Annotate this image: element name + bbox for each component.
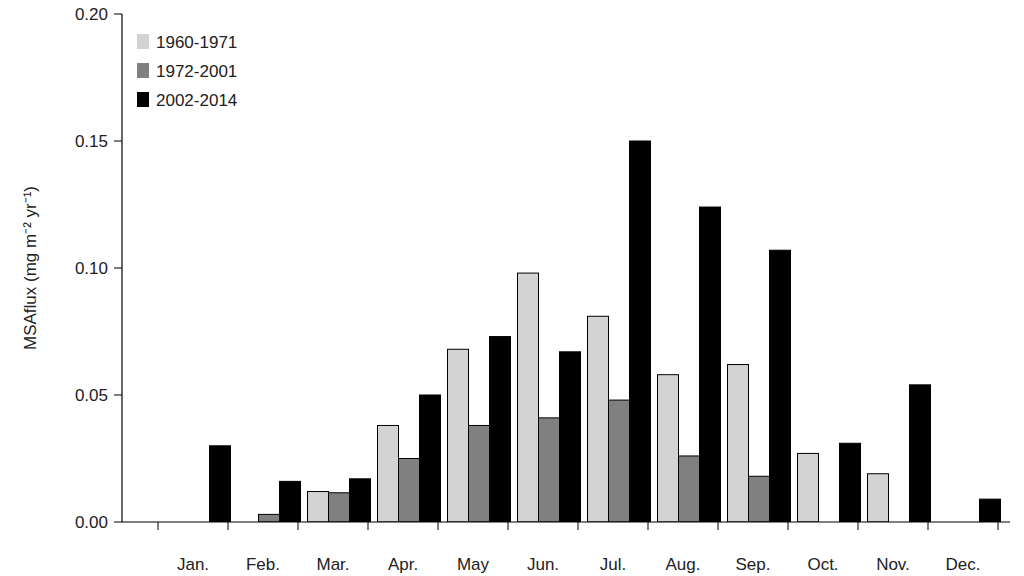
legend-label: 1972-2001 xyxy=(156,62,237,81)
x-tick-label: Jul. xyxy=(600,555,626,574)
legend-label: 1960-1971 xyxy=(156,33,237,52)
bar xyxy=(329,493,350,522)
legend-swatch xyxy=(137,34,149,49)
x-tick xyxy=(158,522,159,530)
bar xyxy=(679,456,700,522)
bar xyxy=(210,446,231,522)
y-tick xyxy=(114,522,122,523)
legend-swatch xyxy=(137,92,149,107)
bar xyxy=(350,479,371,522)
x-tick xyxy=(578,522,579,530)
x-tick-label: Nov. xyxy=(876,555,910,574)
bar xyxy=(868,474,889,522)
bar xyxy=(798,453,819,522)
x-tick-label: Dec. xyxy=(946,555,981,574)
y-tick xyxy=(114,268,122,269)
bar xyxy=(518,273,539,522)
y-tick-label: 0.15 xyxy=(75,132,108,151)
bar xyxy=(749,476,770,522)
y-tick xyxy=(114,141,122,142)
y-axis-label: MSAflux (mg m⁻² yr⁻¹) xyxy=(21,186,40,350)
y-tick xyxy=(114,14,122,15)
bars xyxy=(210,141,1001,522)
y-tick xyxy=(114,395,122,396)
legend: 1960-1971 1972-2001 2002-2014 xyxy=(137,33,237,110)
bar xyxy=(980,499,1001,522)
bar xyxy=(399,459,420,523)
bar xyxy=(609,400,630,522)
bar xyxy=(259,514,280,522)
bar xyxy=(420,395,441,522)
bar xyxy=(840,443,861,522)
bar xyxy=(770,250,791,522)
y-tick-label: 0.20 xyxy=(75,5,108,24)
x-tick-label: Feb. xyxy=(246,555,280,574)
x-tick xyxy=(648,522,649,530)
x-tick-label: Oct. xyxy=(807,555,838,574)
legend-swatch xyxy=(137,63,149,78)
bar xyxy=(700,207,721,522)
bar xyxy=(448,349,469,522)
x-tick xyxy=(438,522,439,530)
bar xyxy=(378,425,399,522)
x-tick-label: Jan. xyxy=(177,555,209,574)
x-tick xyxy=(508,522,509,530)
x-tick xyxy=(228,522,229,530)
bar xyxy=(490,337,511,522)
bar xyxy=(588,316,609,522)
legend-label: 2002-2014 xyxy=(156,91,237,110)
y-tick-label: 0.10 xyxy=(75,259,108,278)
x-tick-label: Aug. xyxy=(666,555,701,574)
bar xyxy=(658,375,679,522)
x-tick-label: Sep. xyxy=(736,555,771,574)
bar xyxy=(728,365,749,522)
bar xyxy=(280,481,301,522)
x-tick xyxy=(998,522,999,530)
bar xyxy=(308,492,329,522)
bar xyxy=(539,418,560,522)
x-tick xyxy=(858,522,859,530)
chart: 0.00 0.05 0.10 0.15 0.20 Jan. Feb. Mar. Apr. May J… xyxy=(0,0,1024,576)
y-tick-label: 0.05 xyxy=(75,386,108,405)
x-tick xyxy=(928,522,929,530)
bar xyxy=(560,352,581,522)
x-tick-label: Mar. xyxy=(316,555,349,574)
x-tick xyxy=(718,522,719,530)
x-tick xyxy=(368,522,369,530)
x-axis xyxy=(122,521,1010,522)
x-tick xyxy=(788,522,789,530)
bar xyxy=(910,385,931,522)
x-tick-label: May xyxy=(457,555,490,574)
bar xyxy=(630,141,651,522)
y-tick-label: 0.00 xyxy=(75,513,108,532)
x-tick xyxy=(298,522,299,530)
x-tick-label: Apr. xyxy=(388,555,418,574)
x-tick-label: Jun. xyxy=(527,555,559,574)
bar xyxy=(469,425,490,522)
